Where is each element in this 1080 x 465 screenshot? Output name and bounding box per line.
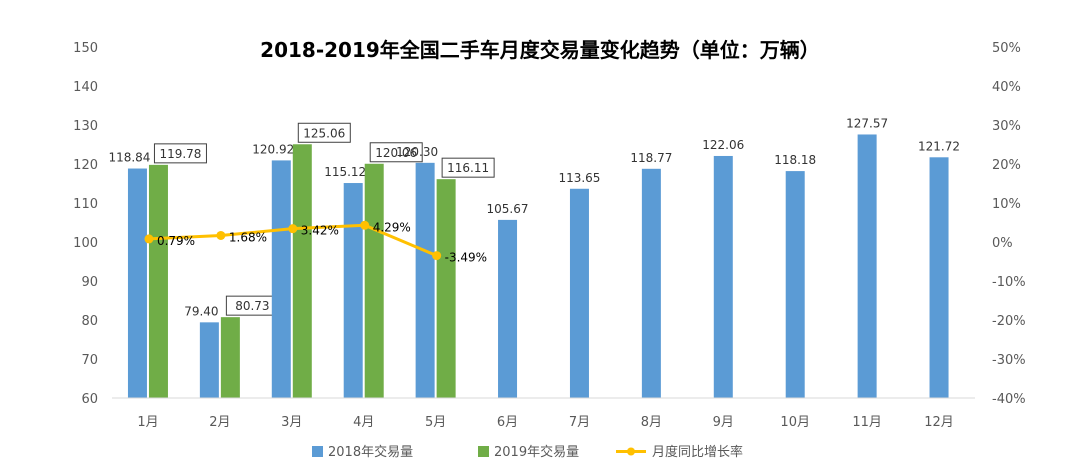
left-tick-label: 90 bbox=[81, 275, 98, 290]
bar-2018 bbox=[415, 162, 435, 398]
bar-2018 bbox=[713, 155, 733, 398]
bar-2019-value-label: 120.06 bbox=[375, 146, 417, 160]
left-tick-label: 60 bbox=[81, 392, 98, 407]
bars: 118.84 119.78 79.40 80.73 120.92 125.06 115.12… bbox=[108, 116, 960, 399]
bar-2018 bbox=[641, 168, 661, 398]
category-label: 10月 bbox=[780, 415, 810, 430]
right-tick-label: -40% bbox=[992, 392, 1026, 407]
bar-2019-label-box bbox=[297, 122, 351, 143]
left-y-axis: 60 70 80 90 100 110 120 130 140 150 bbox=[73, 41, 98, 407]
bar-2019 bbox=[292, 144, 312, 398]
right-tick-label: -20% bbox=[992, 314, 1026, 329]
left-tick-label: 70 bbox=[81, 353, 98, 368]
category-label: 5月 bbox=[425, 415, 446, 430]
category-label: 4月 bbox=[353, 415, 374, 430]
bar-2019 bbox=[364, 163, 384, 398]
bar-2019 bbox=[220, 317, 240, 398]
rate-point bbox=[432, 251, 442, 261]
right-tick-label: 30% bbox=[992, 119, 1021, 134]
left-tick-label: 80 bbox=[81, 314, 98, 329]
bar-2018 bbox=[569, 188, 589, 398]
category-label: 8月 bbox=[641, 415, 662, 430]
x-axis: 1月 2月 3月 4月 5月 6月 7月 8月 9月 10月 11月 12月 bbox=[112, 397, 975, 430]
bar-2018-value-label: 122.06 bbox=[702, 138, 744, 152]
category-label: 6月 bbox=[497, 415, 518, 430]
bar-2018 bbox=[929, 157, 949, 398]
left-tick-label: 110 bbox=[73, 197, 98, 212]
bar-2018-value-label: 118.84 bbox=[108, 151, 150, 165]
bar-2018 bbox=[127, 168, 147, 398]
category-label: 9月 bbox=[713, 415, 734, 430]
right-tick-label: 10% bbox=[992, 197, 1021, 212]
rate-line-series: 0.79% 1.68% 3.42% 4.29% -3.49% bbox=[144, 220, 487, 265]
chart-title: 2018-2019年全国二手车月度交易量变化趋势（单位：万辆） bbox=[260, 38, 820, 62]
bar-2018 bbox=[271, 160, 291, 398]
legend-label: 月度同比增长率 bbox=[652, 444, 743, 460]
bar-2019-label-box bbox=[369, 142, 423, 163]
bar-2018-value-label: 113.65 bbox=[558, 171, 600, 185]
bar-2018-value-label: 120.92 bbox=[252, 142, 294, 156]
right-tick-label: 20% bbox=[992, 158, 1021, 173]
rate-value-label: 1.68% bbox=[229, 230, 267, 244]
left-tick-label: 130 bbox=[73, 119, 98, 134]
bar-2018-value-label: 118.18 bbox=[774, 153, 816, 167]
category-label: 11月 bbox=[852, 415, 882, 430]
category-label: 7月 bbox=[569, 415, 590, 430]
bar-2018-value-label: 121.72 bbox=[918, 139, 960, 153]
right-tick-label: -30% bbox=[992, 353, 1026, 368]
left-tick-label: 100 bbox=[73, 236, 98, 251]
rate-point bbox=[288, 224, 298, 234]
legend-label: 2018年交易量 bbox=[328, 444, 413, 460]
bar-2018-value-label: 115.12 bbox=[324, 165, 366, 179]
bar-2018-value-label: 79.40 bbox=[184, 304, 218, 318]
left-tick-label: 120 bbox=[73, 158, 98, 173]
bar-2018-value-label: 118.77 bbox=[630, 151, 672, 165]
bar-2019 bbox=[436, 179, 456, 398]
category-label: 3月 bbox=[281, 415, 302, 430]
bar-2019-label-box bbox=[153, 143, 207, 164]
right-y-axis: -40% -30% -20% -10% 0% 10% 20% 30% 40% 50% bbox=[992, 41, 1026, 407]
rate-value-label: -3.49% bbox=[445, 251, 487, 265]
left-tick-label: 140 bbox=[73, 80, 98, 95]
legend-marker bbox=[627, 447, 635, 456]
rate-point bbox=[360, 220, 370, 230]
bar-2018 bbox=[785, 171, 805, 398]
bar-2018-value-label: 127.57 bbox=[846, 116, 888, 130]
right-tick-label: -10% bbox=[992, 275, 1026, 290]
category-label: 12月 bbox=[924, 415, 954, 430]
legend: 2018年交易量 2019年交易量 月度同比增长率 bbox=[312, 444, 743, 460]
bar-2018 bbox=[199, 322, 219, 398]
right-tick-label: 50% bbox=[992, 41, 1021, 56]
legend-swatch bbox=[478, 446, 489, 457]
left-tick-label: 150 bbox=[73, 41, 98, 56]
bar-2019 bbox=[148, 164, 168, 398]
rate-point bbox=[216, 230, 226, 240]
rate-value-label: 4.29% bbox=[373, 220, 411, 234]
bar-2019-value-label: 125.06 bbox=[303, 126, 345, 140]
bar-2018-value-label: 105.67 bbox=[487, 202, 529, 216]
bar-2019-value-label: 119.78 bbox=[159, 147, 201, 161]
bar-2018 bbox=[857, 134, 877, 399]
bar-2019-value-label: 116.11 bbox=[447, 161, 489, 175]
bar-2018-value-label: 120.30 bbox=[396, 145, 438, 159]
legend-swatch bbox=[312, 446, 323, 457]
rate-point bbox=[144, 234, 154, 244]
category-label: 2月 bbox=[209, 415, 230, 430]
rate-value-label: 0.79% bbox=[157, 234, 195, 248]
bar-2019-label-box bbox=[441, 157, 495, 178]
rate-value-label: 3.42% bbox=[301, 224, 339, 238]
bar-2019-value-label: 80.73 bbox=[235, 299, 269, 313]
bar-2018 bbox=[343, 183, 363, 398]
legend-label: 2019年交易量 bbox=[494, 444, 579, 460]
bar-2018 bbox=[498, 219, 518, 398]
right-tick-label: 0% bbox=[992, 236, 1013, 251]
category-label: 1月 bbox=[137, 415, 158, 430]
right-tick-label: 40% bbox=[992, 80, 1021, 95]
